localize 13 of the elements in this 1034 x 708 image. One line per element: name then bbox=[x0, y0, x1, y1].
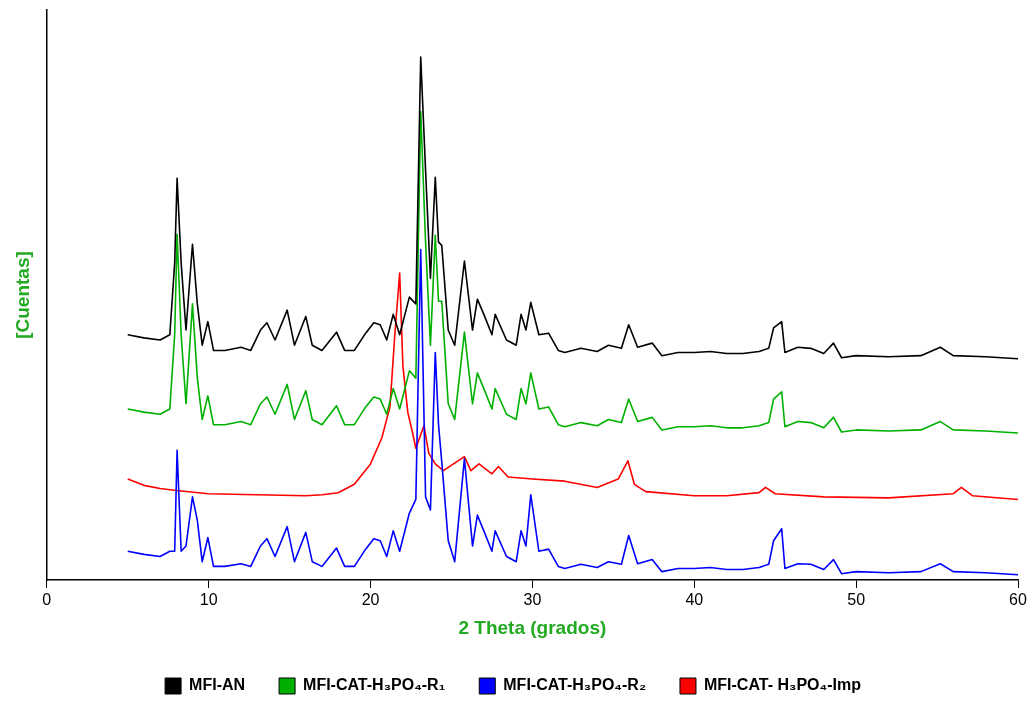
legend-label: MFI-CAT- H₃PO₄-Imp bbox=[703, 676, 862, 694]
x-tick-label: 0 bbox=[42, 591, 52, 609]
y-axis-title: [Cuentas] bbox=[11, 251, 33, 339]
x-tick-label: 50 bbox=[847, 591, 866, 609]
x-axis-title: 2 Theta (grados) bbox=[458, 616, 607, 638]
x-tick-label: 10 bbox=[199, 591, 218, 609]
legend-label: MFI-CAT-H₃PO₄-R₁ bbox=[303, 676, 446, 694]
legend-label: MFI-AN bbox=[189, 676, 246, 694]
x-tick-label: 20 bbox=[361, 591, 380, 609]
x-tick-label: 30 bbox=[523, 591, 542, 609]
x-tick-label: 60 bbox=[1009, 591, 1027, 609]
legend-label: MFI-CAT-H₃PO₄-R₂ bbox=[503, 676, 646, 694]
x-tick-label: 40 bbox=[685, 591, 704, 609]
